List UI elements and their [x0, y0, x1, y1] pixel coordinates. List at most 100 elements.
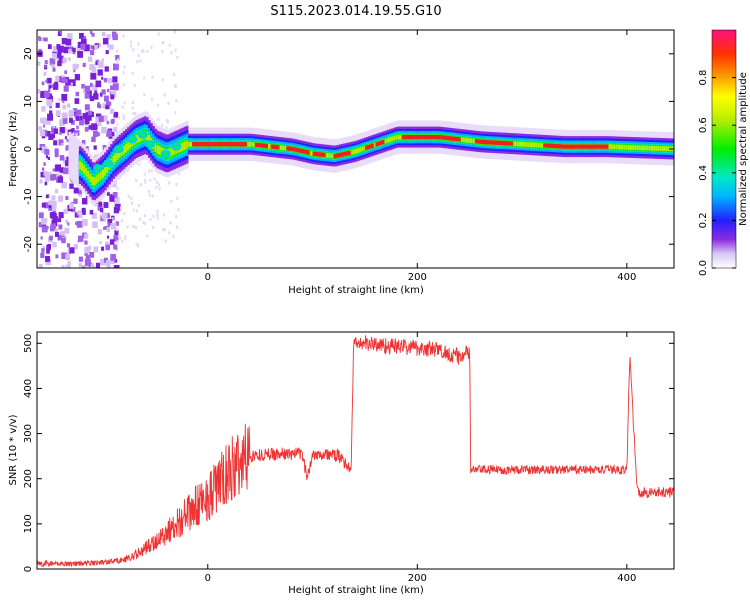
noise-pixel — [93, 93, 99, 100]
noise-pixel — [139, 183, 142, 187]
noise-pixel — [141, 49, 144, 53]
noise-pixel — [102, 145, 107, 150]
noise-pixel — [73, 244, 79, 250]
noise-pixel — [175, 225, 178, 229]
noise-pixel — [49, 235, 53, 241]
ridge-band — [122, 145, 126, 155]
ridge-core — [210, 142, 214, 147]
noise-pixel — [130, 201, 133, 205]
noise-pixel — [157, 117, 160, 121]
noise-pixel — [174, 48, 177, 52]
noise-pixel — [95, 116, 101, 124]
noise-pixel — [97, 204, 103, 211]
noise-pixel — [106, 44, 110, 48]
snr-x-label: Height of straight line (km) — [288, 585, 424, 596]
noise-pixel — [61, 264, 65, 268]
noise-pixel — [95, 262, 100, 268]
noise-pixel — [123, 65, 126, 69]
ridge-core — [316, 152, 320, 157]
noise-pixel — [157, 32, 160, 36]
ridge-core — [314, 151, 318, 157]
noise-pixel — [156, 209, 159, 213]
noise-pixel — [150, 46, 153, 50]
noise-pixel — [146, 49, 149, 53]
noise-pixel — [45, 155, 49, 159]
y-tick-label: 500 — [23, 334, 34, 353]
noise-pixel — [51, 173, 57, 180]
spectrogram-y-label: Frequency (Hz) — [8, 111, 19, 187]
noise-pixel — [39, 179, 43, 184]
noise-pixel — [47, 95, 54, 102]
ridge-core — [545, 143, 548, 148]
noise-pixel — [92, 45, 96, 50]
noise-pixel — [84, 104, 90, 111]
ridge-band — [351, 149, 354, 155]
ridge-band — [183, 141, 187, 150]
ridge-core — [561, 144, 565, 149]
noise-pixel — [151, 97, 154, 101]
ridge-band — [625, 144, 629, 150]
ridge-band — [330, 153, 333, 159]
ridge-band — [397, 134, 401, 140]
noise-pixel — [54, 231, 59, 237]
ridge-core — [572, 144, 575, 149]
colorbar-tick-label: 0.8 — [698, 70, 709, 86]
ridge-band — [118, 149, 122, 159]
noise-pixel — [147, 189, 150, 193]
noise-pixel — [42, 167, 45, 171]
noise-pixel — [113, 111, 119, 118]
noise-pixel — [53, 128, 59, 134]
noise-pixel — [72, 47, 76, 53]
noise-pixel — [177, 208, 180, 212]
ridge-core — [593, 144, 596, 149]
ridge-core — [547, 143, 550, 148]
noise-pixel — [84, 251, 88, 256]
noise-pixel — [121, 218, 124, 222]
noise-pixel — [101, 212, 108, 219]
noise-pixel — [94, 266, 98, 268]
noise-pixel — [81, 197, 88, 205]
noise-pixel — [132, 48, 135, 52]
ridge-core — [270, 144, 274, 149]
ridge-core — [483, 139, 486, 145]
noise-pixel — [51, 59, 56, 65]
noise-pixel — [38, 36, 42, 42]
noise-pixel — [101, 58, 105, 62]
noise-pixel — [113, 63, 119, 71]
noise-pixel — [116, 61, 119, 65]
noise-pixel — [41, 81, 45, 86]
noise-pixel — [83, 44, 90, 52]
noise-pixel — [106, 265, 111, 268]
noise-pixel — [163, 228, 166, 232]
noise-pixel — [132, 208, 135, 212]
ridge-band — [460, 137, 463, 142]
noise-pixel — [99, 258, 106, 266]
ridge-band — [516, 141, 520, 147]
noise-pixel — [121, 239, 124, 243]
ridge-band — [83, 165, 86, 174]
ridge-band — [527, 142, 530, 147]
snr-y-label: SNR (10 * v/v) — [8, 414, 19, 485]
noise-pixel — [94, 44, 98, 50]
noise-pixel — [106, 130, 112, 137]
noise-pixel — [54, 148, 59, 154]
noise-pixel — [176, 196, 179, 200]
noise-pixel — [134, 225, 137, 229]
noise-pixel — [37, 89, 41, 94]
noise-pixel — [41, 93, 45, 98]
ridge-band — [129, 139, 132, 149]
ridge-core — [323, 152, 326, 158]
noise-pixel — [43, 170, 48, 176]
noise-pixel — [137, 42, 140, 46]
noise-pixel — [68, 109, 75, 117]
ridge-core — [337, 153, 341, 158]
noise-pixel — [58, 97, 61, 101]
noise-pixel — [57, 176, 64, 183]
ridge-band — [248, 141, 252, 147]
noise-pixel — [91, 67, 97, 74]
ridge-band — [613, 144, 616, 150]
noise-pixel — [51, 84, 54, 88]
noise-pixel — [158, 187, 161, 191]
x-tick-label: 400 — [617, 573, 636, 584]
noise-pixel — [52, 168, 55, 172]
